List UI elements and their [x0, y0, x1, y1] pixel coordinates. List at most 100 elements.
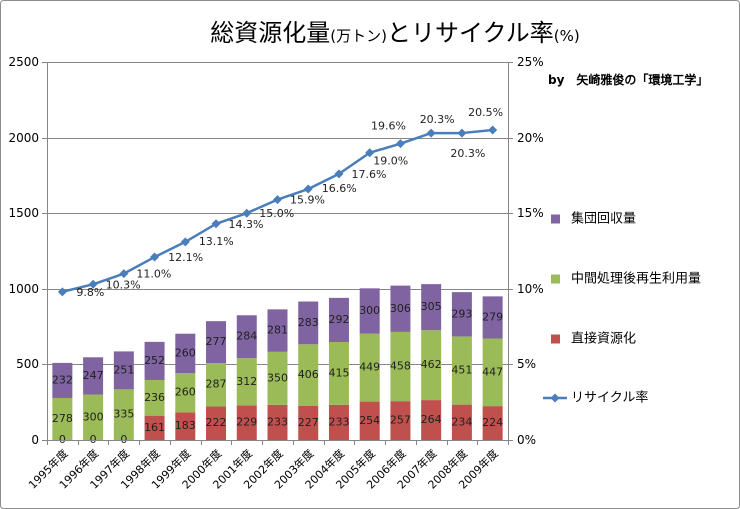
- line-value-label: 11.0%: [136, 268, 171, 281]
- line-value-label: 19.6%: [371, 120, 406, 133]
- bar-post-treatment-reuse: [206, 363, 227, 407]
- bar-group-collection: [421, 284, 442, 331]
- bar-value-label: 283: [298, 316, 319, 329]
- bar-value-label: 458: [390, 360, 411, 373]
- line-marker: [57, 287, 67, 297]
- legend-label: リサイクル率: [571, 390, 648, 406]
- bar-post-treatment-reuse: [113, 389, 134, 440]
- bar-group-collection: [52, 362, 73, 398]
- bar-value-label: 292: [328, 313, 349, 326]
- line-marker: [395, 139, 405, 149]
- bar-value-label: 350: [267, 371, 288, 384]
- bar-value-label: 306: [390, 302, 411, 315]
- legend-swatch: [551, 214, 560, 224]
- bar-value-label: 247: [83, 369, 104, 382]
- bar-post-treatment-reuse: [359, 333, 380, 402]
- line-marker: [150, 252, 160, 262]
- y-tick-label-right: 15%: [517, 206, 544, 220]
- bar-value-label: 233: [267, 415, 288, 428]
- bar-value-label: 406: [298, 368, 319, 381]
- legend-item: 集団回収量: [551, 211, 636, 227]
- bar-post-treatment-reuse: [175, 373, 196, 413]
- line-value-label: 10.3%: [106, 278, 141, 291]
- bar-group-collection: [390, 285, 411, 332]
- y-tick-label-left: 1500: [8, 206, 39, 220]
- bar-value-label: 234: [451, 415, 472, 428]
- line-value-label: 20.3%: [420, 113, 455, 126]
- line-marker: [88, 279, 98, 289]
- y-axis-right: 0% 5% 10% 15% 20% 25%: [508, 55, 544, 447]
- bar-value-label: 447: [482, 365, 503, 378]
- bar-value-label: 236: [144, 391, 165, 404]
- bar-value-label: 305: [421, 300, 442, 313]
- bar-post-treatment-reuse: [236, 358, 257, 406]
- bar-value-label: 451: [451, 364, 472, 377]
- line-value-label: 15.0%: [259, 207, 294, 220]
- bar-direct-recycling: [236, 405, 257, 440]
- legend-label: 直接資源化: [571, 331, 636, 347]
- bar-group-collection: [113, 351, 134, 390]
- line-marker: [334, 169, 344, 179]
- bar-value-label: 251: [113, 363, 134, 376]
- bars: [52, 284, 503, 440]
- bar-post-treatment-reuse: [421, 330, 442, 401]
- legend-marker: [550, 393, 560, 403]
- line-marker: [457, 128, 467, 138]
- bar-value-label: 415: [328, 366, 349, 379]
- line-value-label: 19.0%: [373, 155, 408, 168]
- bar-group-collection: [328, 297, 349, 343]
- y-tick-label-right: 25%: [517, 55, 544, 69]
- bar-value-label: 224: [482, 416, 503, 429]
- bar-value-label: 293: [451, 307, 472, 320]
- bar-value-label: 232: [52, 373, 73, 386]
- bar-value-label: 300: [83, 410, 104, 423]
- bar-value-label: 284: [236, 330, 257, 343]
- bar-group-collection: [144, 341, 165, 380]
- y-tick-label-left: 500: [16, 357, 39, 371]
- bar-value-label: 227: [298, 416, 319, 429]
- bar-group-collection: [236, 315, 257, 359]
- bar-direct-recycling: [267, 404, 288, 440]
- line-marker: [426, 128, 436, 138]
- line-marker: [303, 184, 313, 194]
- bar-value-label: 233: [328, 415, 349, 428]
- line-value-label: 14.3%: [229, 218, 264, 231]
- legend-item: 中間処理後再生利用量: [551, 272, 701, 287]
- bar-value-label: 335: [113, 408, 134, 421]
- bar-value-label: 222: [206, 416, 227, 429]
- bar-value-label: 0: [120, 433, 127, 446]
- bar-direct-recycling: [144, 415, 165, 440]
- bar-group-collection: [482, 296, 503, 339]
- bar-value-label: 277: [206, 335, 227, 348]
- y-tick-label-right: 0%: [517, 433, 536, 447]
- bar-group-collection: [175, 333, 196, 374]
- legend-item: リサイクル率: [543, 390, 648, 406]
- bar-group-collection: [267, 309, 288, 352]
- line-marker: [242, 208, 252, 218]
- bar-value-label: 254: [359, 414, 380, 427]
- line-marker: [488, 125, 498, 135]
- bar-value-label: 260: [175, 346, 196, 359]
- bar-post-treatment-reuse: [83, 394, 104, 440]
- bar-direct-recycling: [298, 405, 319, 440]
- line-series-recycling-rate: 9.8%10.3%11.0%12.1%13.1%14.3%15.0%15.9%1…: [57, 106, 503, 299]
- bar-value-label: 312: [236, 375, 257, 388]
- line-value-label: 9.8%: [76, 286, 104, 299]
- bar-direct-recycling: [421, 400, 442, 440]
- legend-item: 直接資源化: [551, 331, 636, 347]
- bar-post-treatment-reuse: [482, 338, 503, 407]
- legend-swatch: [551, 334, 560, 344]
- bar-direct-recycling: [328, 404, 349, 440]
- bar-value-label: 0: [59, 433, 66, 446]
- line-value-label: 17.6%: [351, 168, 386, 181]
- bar-post-treatment-reuse: [451, 336, 472, 405]
- bar-group-collection: [298, 301, 319, 345]
- bar-value-label: 278: [52, 412, 73, 425]
- bar-direct-recycling: [175, 412, 196, 440]
- bar-value-label: 183: [175, 419, 196, 432]
- chart-credit: by 矢崎雅俊の「環境工学」: [548, 72, 708, 87]
- line-value-label: 15.9%: [290, 194, 325, 207]
- bar-direct-recycling: [451, 404, 472, 440]
- line-marker: [180, 237, 190, 247]
